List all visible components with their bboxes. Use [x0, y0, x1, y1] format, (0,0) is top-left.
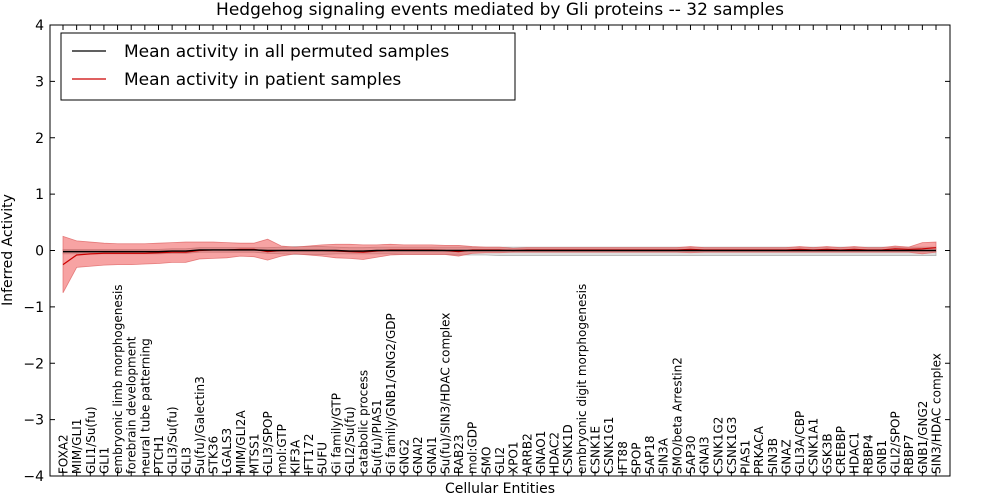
legend-label-permuted: Mean activity in all permuted samples: [124, 42, 449, 62]
y-axis-label: Inferred Activity: [0, 194, 16, 306]
legend: Mean activity in all permuted samples Me…: [60, 32, 516, 101]
y-tick-label: −4: [23, 469, 44, 485]
x-tick-label: SIN3B: [766, 438, 780, 474]
y-tick-label: 3: [35, 74, 44, 90]
x-tick-label: GLI3/SPOP: [261, 411, 275, 474]
x-tick-label: GNB1: [875, 440, 889, 474]
y-tick-label: 0: [35, 244, 44, 260]
x-tick-label: mol:GTP: [275, 424, 289, 474]
x-tick-label: GNAO1: [534, 431, 548, 474]
x-tick-label: GNAI1: [425, 436, 439, 474]
x-tick-label: FOXA2: [57, 434, 71, 474]
series-lines: [62, 247, 937, 266]
x-tick-label: MTSS1: [247, 433, 261, 474]
chart-title: Hedgehog signaling events mediated by Gl…: [216, 0, 784, 20]
x-tick-label: embryonic limb morphogenesis: [111, 284, 125, 474]
x-tick-label: GLI2/Su(fu): [343, 406, 357, 474]
x-tick-label: SUFU: [316, 442, 330, 474]
x-tick-label: RAB23: [452, 434, 466, 474]
x-tick-label: forebrain development: [125, 336, 139, 474]
x-tick-label: GLI3/Su(fu): [166, 406, 180, 474]
x-tick-label: GLI1: [97, 447, 111, 474]
x-tick-label: GLI3: [179, 447, 193, 474]
x-tick-label: neural tube patterning: [138, 338, 152, 474]
legend-box: [60, 32, 516, 101]
x-tick-label: Gi family/GTP: [329, 393, 343, 474]
x-tick-label: embryonic digit morphogenesis: [575, 284, 589, 474]
x-tick-label: GLI1/Su(fu): [84, 406, 98, 474]
x-tick-label: GNB1/GNG2: [916, 401, 930, 474]
y-axis: −4 −3 −2 −1 0 1 2 3 4: [23, 18, 950, 485]
x-tick-label: SAP18: [643, 435, 657, 474]
band-1: [62, 235, 937, 293]
x-tick-label: GNAZ: [779, 439, 793, 474]
x-tick-label: SMO: [479, 447, 493, 474]
x-tick-label: HDAC2: [548, 432, 562, 474]
x-tick-label: PTCH1: [152, 435, 166, 474]
x-tick-label: CREBBP: [834, 426, 848, 474]
x-axis: FOXA2 MIM/GLI1 GLI1/Su(fu) GLI1 embryonic li…: [57, 25, 944, 476]
legend-label-patient: Mean activity in patient samples: [124, 70, 401, 90]
y-tick-label: 1: [35, 187, 44, 203]
x-tick-label: RBBP7: [902, 434, 916, 474]
x-tick-label: Su(fu)/Galectin3: [193, 376, 207, 474]
x-tick-label: GNAI2: [411, 436, 425, 474]
x-tick-label: GLI2: [493, 447, 507, 474]
x-axis-label: Cellular Entities: [445, 481, 555, 497]
x-tick-label: Su(fu)/PIAS1: [370, 399, 384, 474]
x-tick-label: mol:GDP: [466, 422, 480, 474]
x-tick-label: SIN3A: [657, 437, 671, 474]
x-tick-label: Gi family/GNB1/GNG2/GDP: [384, 313, 398, 474]
x-tick-label: catabolic process: [357, 370, 371, 474]
x-tick-label: CSNK1G2: [711, 417, 725, 474]
x-tick-label: CSNK1A1: [807, 418, 821, 474]
x-tick-label: GSK3B: [820, 433, 834, 474]
x-tick-label: GLI3A/CBP: [793, 411, 807, 474]
x-tick-label: KIF3A: [288, 439, 302, 474]
x-tick-label: PIAS1: [739, 440, 753, 474]
x-tick-label: CSNK1G1: [602, 417, 616, 474]
x-tick-label: CSNK1D: [561, 424, 575, 474]
x-tick-label: SPOP: [629, 442, 643, 474]
x-tick-label: GNAI3: [698, 436, 712, 474]
x-tick-label: SMO/beta Arrestin2: [670, 357, 684, 474]
x-tick-label: ARRB2: [520, 433, 534, 474]
y-tick-label: −3: [23, 413, 44, 429]
x-tick-label: STK36: [207, 436, 221, 474]
x-tick-label: CSNK1G3: [725, 417, 739, 474]
x-tick-label: LGALS3: [220, 428, 234, 474]
series-line-0: [63, 249, 936, 253]
x-tick-label: IFT88: [616, 441, 630, 474]
y-tick-label: 2: [35, 131, 44, 147]
x-tick-label: Su(fu)/SIN3/HDAC complex: [438, 313, 452, 474]
x-tick-label: SAP30: [684, 435, 698, 474]
x-tick-label: XPO1: [507, 441, 521, 474]
x-tick-label: HDAC1: [848, 432, 862, 474]
x-tick-label: IFT172: [302, 434, 316, 474]
y-tick-label: −1: [23, 300, 44, 316]
x-tick-label: RBBP4: [861, 434, 875, 474]
x-tick-label: SIN3/HDAC complex: [930, 353, 944, 474]
x-tick-label: MIM/GLI2A: [234, 410, 248, 474]
x-tick-label: CSNK1E: [588, 426, 602, 474]
confidence-bands: [62, 235, 937, 293]
x-tick-label: GNG2: [398, 439, 412, 474]
y-tick-label: −2: [23, 356, 44, 372]
x-tick-label: MIM/GLI1: [70, 419, 84, 474]
y-tick-label: 4: [35, 18, 44, 34]
x-tick-label: GLI2/SPOP: [889, 411, 903, 474]
x-tick-label: PRKACA: [752, 425, 766, 474]
